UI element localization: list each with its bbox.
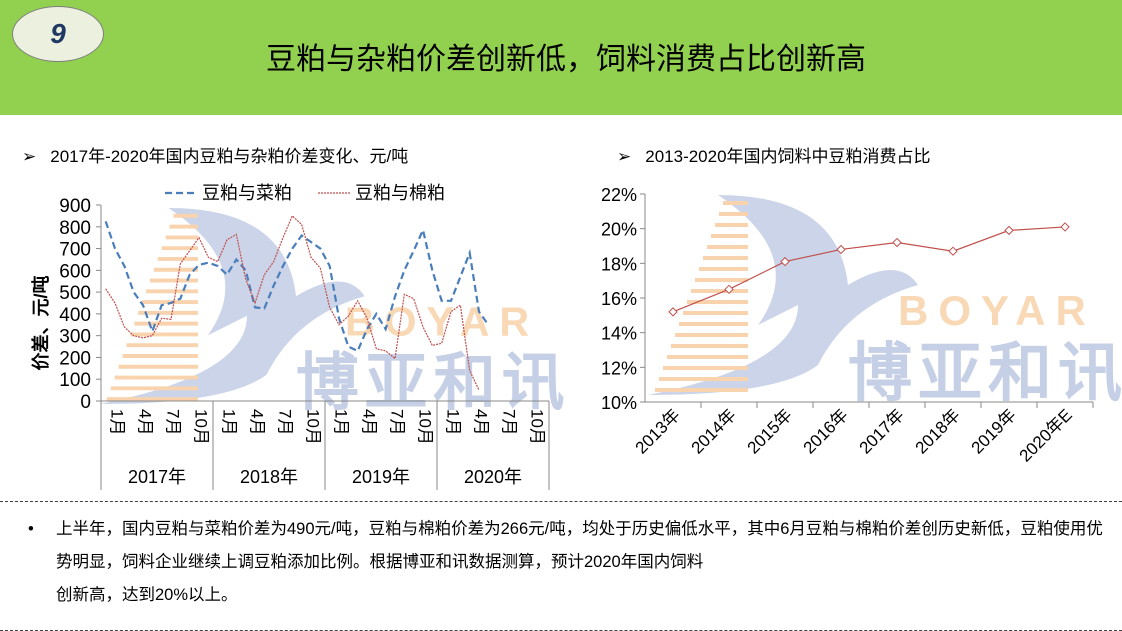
share-line	[672, 226, 1066, 313]
left-subtitle-text: 2017年-2020年国内豆粕与杂粕价差变化、元/吨	[50, 147, 409, 166]
left-chart-subtitle: ➢ 2017年-2020年国内豆粕与杂粕价差变化、元/吨	[22, 142, 408, 167]
y-tick-label: 100	[59, 370, 91, 391]
y-tick-label: 22%	[601, 185, 637, 205]
month-label: 1月	[444, 409, 463, 435]
data-point-marker	[668, 307, 678, 317]
month-label: 4月	[472, 409, 491, 435]
data-point-marker	[724, 284, 734, 295]
y-tick-label: 14%	[601, 324, 637, 344]
month-label: 1月	[108, 409, 127, 435]
month-label: 7月	[276, 409, 295, 435]
y-tick-label: 16%	[601, 289, 637, 309]
bullet-text: 上半年，国内豆粕与菜粕价差为490元/吨，豆粕与棉粕价差为266元/吨，均处于历…	[56, 520, 1103, 571]
data-point-marker	[836, 244, 846, 255]
watermark-cn: 博亚和讯	[848, 337, 1122, 409]
y-axis-title: 价差、元/吨	[30, 275, 51, 370]
y-tick-label: 800	[59, 218, 91, 239]
year-label: 2017年	[128, 467, 186, 487]
month-label: 1月	[332, 409, 351, 435]
legend-label: 豆粕与棉粕	[355, 183, 445, 203]
arrow-bullet-icon: ➢	[22, 147, 37, 166]
y-tick-label: 600	[59, 261, 91, 282]
data-point-marker	[780, 256, 790, 267]
data-point-marker	[892, 237, 902, 248]
y-tick-label: 200	[59, 348, 91, 369]
x-tick-label: 2017年	[856, 405, 908, 457]
right-chart-subtitle: ➢ 2013-2020年国内饲料中豆粕消费占比	[617, 142, 931, 167]
slide-title: 豆粕与杂粕价差创新低，饲料消费占比创新高	[266, 43, 866, 76]
bullet-dot: •	[28, 520, 34, 538]
year-label: 2020年	[464, 467, 522, 487]
y-tick-label: 300	[59, 327, 91, 348]
month-label: 10月	[416, 409, 435, 445]
y-tick-label: 700	[59, 240, 91, 261]
y-tick-label: 10%	[601, 393, 637, 413]
watermark-boyar: BOYAR	[345, 298, 539, 344]
month-label: 4月	[248, 409, 267, 435]
watermark-bird-logo	[648, 195, 918, 395]
watermark-cn: 博亚和讯	[296, 348, 570, 418]
data-point-marker	[948, 246, 958, 256]
series-line-0	[104, 220, 490, 353]
month-label: 10月	[192, 409, 211, 445]
data-point-marker	[1060, 222, 1070, 232]
data-point-marker	[1004, 225, 1014, 236]
x-tick-label: 2016年	[800, 405, 852, 457]
month-label: 7月	[388, 409, 407, 435]
x-tick-label: 2015年	[744, 405, 796, 457]
y-tick-label: 12%	[601, 358, 637, 378]
summary-bullet: • 上半年，国内豆粕与菜粕价差为490元/吨，豆粕与棉粕价差为266元/吨，均处…	[28, 513, 1108, 612]
month-label: 1月	[220, 409, 239, 435]
month-label: 10月	[304, 409, 323, 445]
right-subtitle-text: 2013-2020年国内饲料中豆粕消费占比	[645, 147, 931, 166]
x-tick-label: 2013年	[632, 405, 684, 457]
month-label: 7月	[164, 409, 183, 435]
watermark-bird-logo	[100, 208, 365, 404]
header-band: 9 豆粕与杂粕价差创新低，饲料消费占比创新高	[0, 0, 1122, 115]
y-tick-label: 900	[59, 196, 91, 217]
y-tick-label: 400	[59, 305, 91, 326]
x-tick-label: 2020年E	[1016, 405, 1076, 465]
y-tick-label: 18%	[601, 254, 637, 274]
month-label: 10月	[528, 409, 547, 445]
arrow-bullet-icon: ➢	[617, 147, 632, 166]
legend-label: 豆粕与菜粕	[202, 183, 292, 203]
bullet-text-2: 创新高，达到20%以上。	[56, 586, 238, 604]
x-tick-label: 2014年	[688, 405, 740, 457]
watermark-boyar: BOYAR	[898, 287, 1096, 334]
month-label: 4月	[360, 409, 379, 435]
y-tick-label: 0	[80, 392, 91, 413]
slide-number-badge: 9	[12, 6, 104, 62]
divider-top	[0, 501, 1122, 502]
year-label: 2019年	[352, 467, 410, 487]
series-line-1	[105, 214, 480, 391]
year-label: 2018年	[240, 467, 298, 487]
month-label: 7月	[500, 409, 519, 435]
x-tick-label: 2019年	[968, 405, 1020, 457]
x-tick-label: 2018年	[912, 405, 964, 457]
y-tick-label: 500	[59, 283, 91, 304]
month-label: 4月	[136, 409, 155, 435]
y-tick-label: 20%	[601, 220, 637, 240]
